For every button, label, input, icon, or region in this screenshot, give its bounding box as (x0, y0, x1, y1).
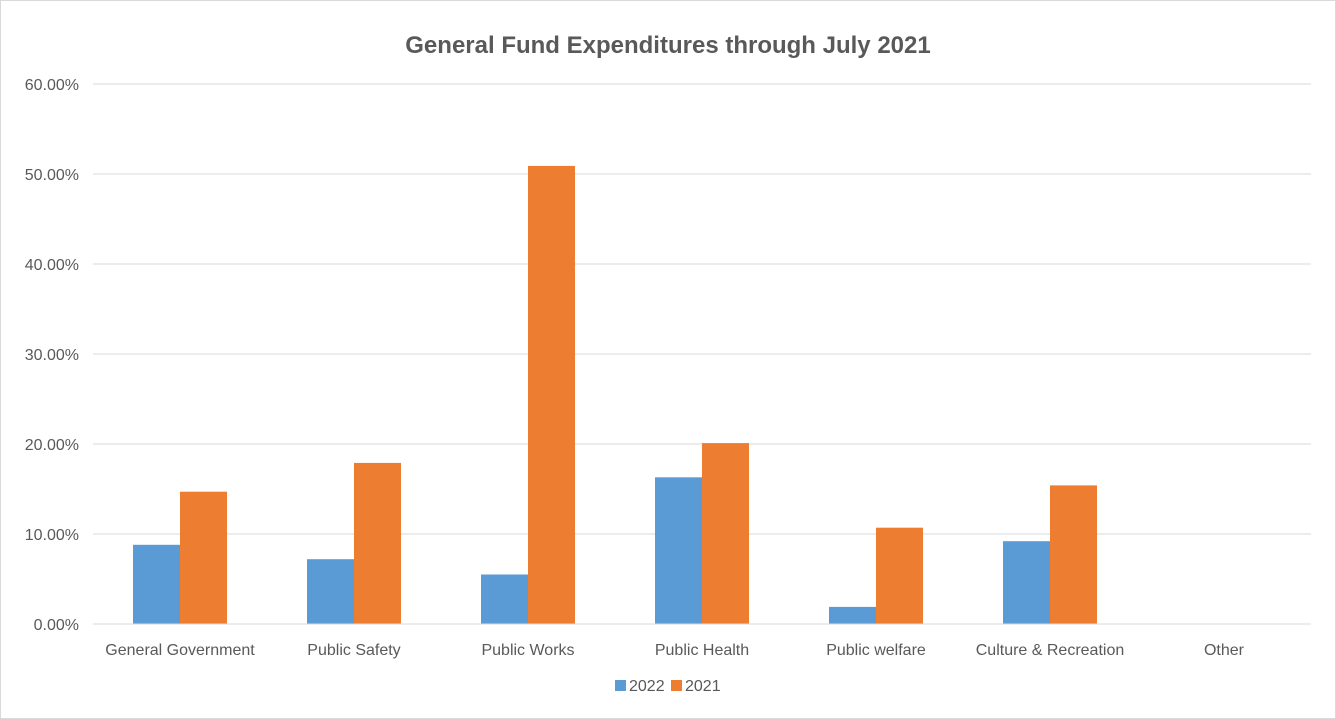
bar-2021-0 (180, 491, 227, 624)
x-tick-label: Public welfare (826, 642, 926, 659)
legend-label: 2022 (629, 678, 665, 695)
y-tick-label: 30.00% (25, 347, 79, 364)
bar-2021-5 (1050, 485, 1097, 624)
y-axis-ticks: 0.00% 10.00% 20.00% 30.00% 40.00% 50.00% 60.00… (25, 77, 79, 634)
bar-2022-1 (307, 559, 354, 624)
y-tick-label: 20.00% (25, 437, 79, 454)
bar-2022-0 (133, 544, 180, 624)
bars (133, 165, 1097, 624)
legend-swatch-2021 (671, 680, 682, 691)
bar-2021-2 (528, 165, 575, 624)
x-tick-label: Culture & Recreation (976, 642, 1125, 659)
y-tick-label: 50.00% (25, 167, 79, 184)
x-tick-label: General Government (105, 642, 255, 659)
legend: 2022 2021 (615, 678, 721, 695)
bar-2022-5 (1003, 541, 1050, 624)
x-tick-label: Public Safety (307, 642, 400, 659)
y-tick-label: 40.00% (25, 257, 79, 274)
bar-2021-1 (354, 462, 401, 624)
legend-label: 2021 (685, 678, 721, 695)
legend-swatch-2022 (615, 680, 626, 691)
gridlines (93, 83, 1311, 535)
x-axis-ticks: General Government Public Safety Public Wo… (105, 642, 1244, 659)
bar-2021-4 (876, 527, 923, 624)
bar-2022-2 (481, 574, 528, 624)
bar-2021-3 (702, 443, 749, 624)
x-tick-label: Public Works (481, 642, 574, 659)
x-tick-label: Other (1204, 642, 1245, 659)
bar-2022-4 (829, 606, 876, 624)
y-tick-label: 0.00% (34, 617, 79, 634)
x-tick-label: Public Health (655, 642, 749, 659)
y-tick-label: 60.00% (25, 77, 79, 94)
chart-title: General Fund Expenditures through July 2… (405, 32, 930, 59)
bar-2022-3 (655, 477, 702, 624)
y-tick-label: 10.00% (25, 527, 79, 544)
